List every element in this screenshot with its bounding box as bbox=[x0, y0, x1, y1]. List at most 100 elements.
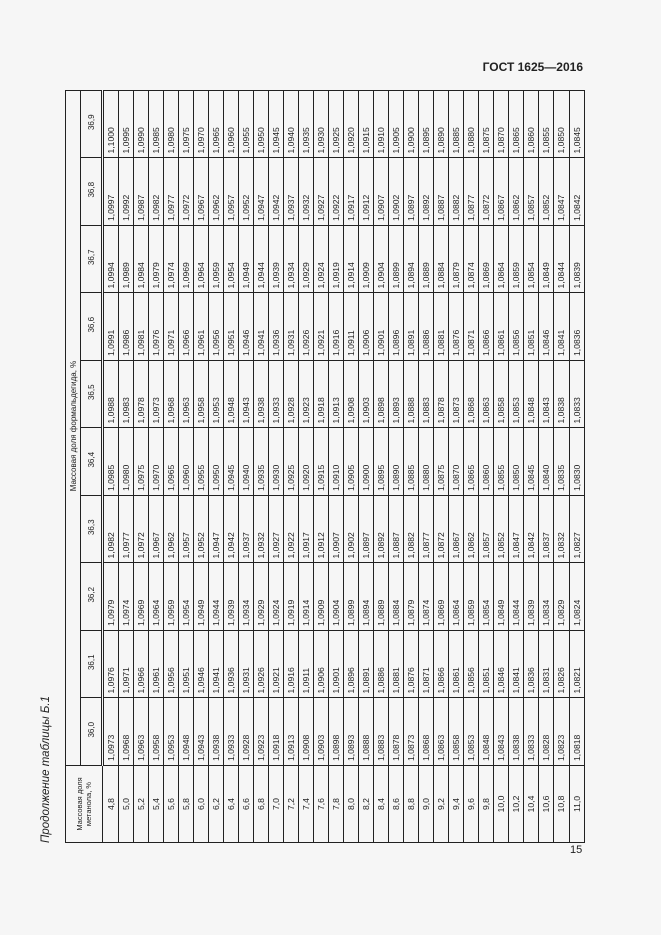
table-cell: 1,0917 bbox=[343, 158, 359, 226]
table-cell: 1,0886 bbox=[373, 630, 389, 698]
table-cell: 1,0894 bbox=[403, 225, 419, 293]
table-cell: 1,0872 bbox=[478, 158, 494, 226]
table-cell: 1,0871 bbox=[463, 293, 479, 361]
table-cell: 1,0877 bbox=[463, 158, 479, 226]
table-cell: 1,0921 bbox=[313, 293, 329, 361]
table-cell: 1,0991 bbox=[102, 293, 119, 361]
table-cell: 1,0851 bbox=[523, 293, 539, 361]
table-cell: 1,0959 bbox=[208, 225, 224, 293]
table-cell: 1,0941 bbox=[253, 293, 269, 361]
row-header: Массовая доля метанола, % bbox=[65, 765, 103, 843]
table-cell: 1,0952 bbox=[193, 495, 209, 563]
table-cell: 1,0884 bbox=[388, 563, 404, 631]
column-header: 36,2 bbox=[80, 563, 103, 631]
table-cell: 1,0846 bbox=[538, 293, 554, 361]
table-cell: 1,0931 bbox=[283, 293, 299, 361]
table-row: 9,8 1,0848 1,0851 1,0854 1,0857 1,0860 1,0863 1… bbox=[478, 90, 494, 843]
table-cell: 1,0881 bbox=[433, 293, 449, 361]
column-header: 36,8 bbox=[80, 158, 103, 226]
table-cell: 1,0951 bbox=[223, 293, 239, 361]
column-header: 36,4 bbox=[80, 428, 103, 496]
table-cell: 1,1000 bbox=[102, 90, 119, 158]
row-label: 10,8 bbox=[553, 765, 569, 843]
table-cell: 1,0818 bbox=[569, 698, 585, 766]
table-cell: 1,0872 bbox=[433, 495, 449, 563]
table-cell: 1,0912 bbox=[313, 495, 329, 563]
table-cell: 1,0849 bbox=[538, 225, 554, 293]
table-cell: 1,0941 bbox=[208, 630, 224, 698]
table-row: 5,6 1,0953 1,0956 1,0959 1,0962 1,0965 1,0968 1… bbox=[163, 90, 179, 843]
table-cell: 1,0854 bbox=[523, 225, 539, 293]
table-cell: 1,0861 bbox=[493, 293, 509, 361]
table-cell: 1,0932 bbox=[298, 158, 314, 226]
table-cell: 1,0880 bbox=[418, 428, 434, 496]
table-cell: 1,0905 bbox=[343, 428, 359, 496]
table-cell: 1,0976 bbox=[102, 630, 119, 698]
table-cell: 1,0923 bbox=[298, 360, 314, 428]
row-label: 5,8 bbox=[178, 765, 194, 843]
table-cell: 1,0934 bbox=[283, 225, 299, 293]
table-cell: 1,0969 bbox=[178, 225, 194, 293]
table-cell: 1,0887 bbox=[433, 158, 449, 226]
column-header: 36,0 bbox=[80, 698, 103, 766]
table-cell: 1,0979 bbox=[148, 225, 164, 293]
table-cell: 1,0924 bbox=[313, 225, 329, 293]
table-cell: 1,0853 bbox=[508, 360, 524, 428]
table-cell: 1,0857 bbox=[523, 158, 539, 226]
table-cell: 1,0942 bbox=[223, 495, 239, 563]
table-cell: 1,0867 bbox=[448, 495, 464, 563]
table-cell: 1,0874 bbox=[463, 225, 479, 293]
table-cell: 1,0986 bbox=[118, 293, 134, 361]
table-cell: 1,0955 bbox=[193, 428, 209, 496]
table-cell: 1,0965 bbox=[163, 428, 179, 496]
table-cell: 1,0930 bbox=[313, 90, 329, 158]
table-cell: 1,0837 bbox=[538, 495, 554, 563]
table-cell: 1,0907 bbox=[328, 495, 344, 563]
row-label: 7,2 bbox=[283, 765, 299, 843]
table-row: 6,6 1,0928 1,0931 1,0934 1,0937 1,0940 1,0943 1… bbox=[238, 90, 254, 843]
table-cell: 1,0957 bbox=[178, 495, 194, 563]
table-cell: 1,0877 bbox=[418, 495, 434, 563]
table-cell: 1,0921 bbox=[268, 630, 284, 698]
table-cell: 1,0833 bbox=[523, 698, 539, 766]
table-cell: 1,0830 bbox=[569, 428, 585, 496]
column-header: 36,1 bbox=[80, 630, 103, 698]
document-code: ГОСТ 1625—2016 bbox=[482, 60, 583, 74]
column-header-row: 36,0 36,1 36,2 36,3 36,4 36,5 36,6 36,7 36,8 36,9 bbox=[80, 90, 103, 843]
table-cell: 1,0842 bbox=[569, 158, 585, 226]
table-cell: 1,0948 bbox=[178, 698, 194, 766]
table-cell: 1,0875 bbox=[478, 90, 494, 158]
table-cell: 1,0916 bbox=[328, 293, 344, 361]
row-label: 5,4 bbox=[148, 765, 164, 843]
table-cell: 1,0883 bbox=[373, 698, 389, 766]
row-label: 7,0 bbox=[268, 765, 284, 843]
table-cell: 1,0915 bbox=[313, 428, 329, 496]
table-cell: 1,0891 bbox=[403, 293, 419, 361]
table-cell: 1,0861 bbox=[448, 630, 464, 698]
table-cell: 1,0884 bbox=[433, 225, 449, 293]
column-header: 36,7 bbox=[80, 225, 103, 293]
table-cell: 1,0973 bbox=[102, 698, 119, 766]
table-cell: 1,0867 bbox=[493, 158, 509, 226]
row-label: 10,6 bbox=[538, 765, 554, 843]
table-cell: 1,0942 bbox=[268, 158, 284, 226]
table-cell: 1,0901 bbox=[373, 293, 389, 361]
table-cell: 1,0848 bbox=[523, 360, 539, 428]
table-row: 6,8 1,0923 1,0926 1,0929 1,0932 1,0935 1,0938 1… bbox=[253, 90, 269, 843]
table-row: 5,4 1,0958 1,0961 1,0964 1,0967 1,0970 1,0973 1… bbox=[148, 90, 164, 843]
table-cell: 1,0889 bbox=[418, 225, 434, 293]
table-cell: 1,0985 bbox=[102, 428, 119, 496]
table-cell: 1,0956 bbox=[163, 630, 179, 698]
table-cell: 1,0856 bbox=[508, 293, 524, 361]
table-cell: 1,0963 bbox=[133, 698, 149, 766]
table-cell: 1,0870 bbox=[448, 428, 464, 496]
table-row: 7,0 1,0918 1,0921 1,0924 1,0927 1,0930 1,0933 1… bbox=[268, 90, 284, 843]
table-row: 7,2 1,0913 1,0916 1,0919 1,0922 1,0925 1,0928 1… bbox=[283, 90, 299, 843]
table-cell: 1,0821 bbox=[569, 630, 585, 698]
table-cell: 1,0864 bbox=[448, 563, 464, 631]
table-cell: 1,0898 bbox=[328, 698, 344, 766]
table-cell: 1,0880 bbox=[463, 90, 479, 158]
table-cell: 1,0906 bbox=[313, 630, 329, 698]
table-cell: 1,0913 bbox=[328, 360, 344, 428]
table-cell: 1,0864 bbox=[493, 225, 509, 293]
